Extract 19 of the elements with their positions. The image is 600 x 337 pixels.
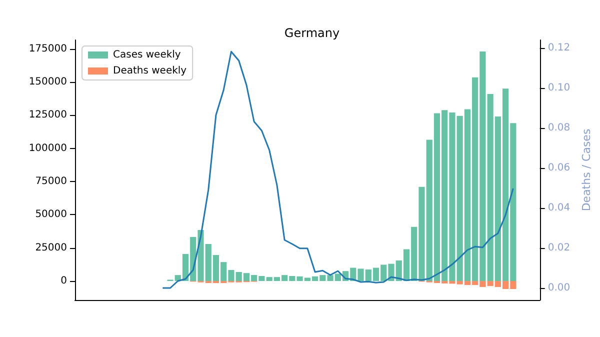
y-tick-label: 75000 — [35, 176, 67, 188]
y2-tick-label: 0.12 — [548, 42, 570, 54]
y2-tick-label: 0.10 — [548, 82, 570, 94]
y-tick-label: 50000 — [35, 209, 67, 220]
chart-title: Germany — [284, 26, 340, 40]
y2-tick-label: 0.04 — [548, 202, 570, 214]
y2-tick-label: 0.02 — [548, 242, 570, 254]
y2-tick-label: 0.06 — [548, 162, 570, 174]
y-tick-label: 175000 — [28, 43, 67, 54]
legend-label: Cases weekly — [113, 50, 181, 60]
y-tick-label: 100000 — [28, 142, 67, 154]
y-tick-label: 0 — [60, 276, 67, 287]
y2-axis-title: Deaths / Cases — [580, 128, 593, 212]
y2-tick-label: 0.08 — [548, 122, 570, 134]
y-tick-label: 150000 — [28, 76, 67, 88]
y-tick-label: 25000 — [35, 242, 67, 254]
y2-tick-label: 0.00 — [548, 282, 570, 294]
y-tick-label: 125000 — [28, 110, 67, 121]
legend-label: Deaths weekly — [113, 66, 187, 76]
